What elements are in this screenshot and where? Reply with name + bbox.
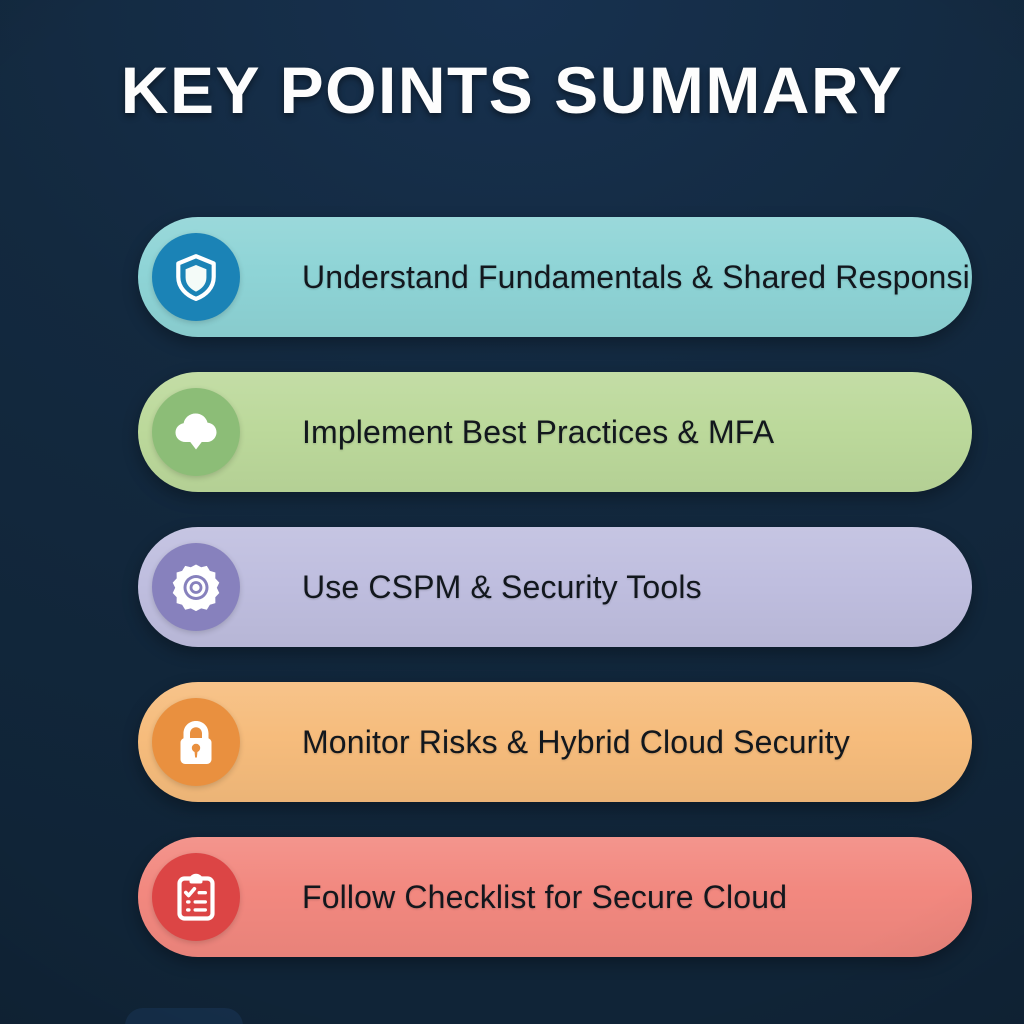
- list-item-label: Use CSPM & Security Tools: [302, 568, 702, 605]
- icon-badge: [152, 543, 240, 631]
- icon-badge: [152, 698, 240, 786]
- bottom-ghost-shape: [125, 1008, 243, 1024]
- page-title: KEY POINTS SUMMARY: [120, 53, 904, 127]
- icon-badge: [152, 853, 240, 941]
- list-item[interactable]: Monitor Risks & Hybrid Cloud Security: [138, 682, 972, 802]
- list-item-label: Follow Checklist for Secure Cloud: [302, 878, 788, 915]
- list-item[interactable]: Implement Best Practices & MFA: [138, 372, 972, 492]
- cloud-upload-icon: [175, 413, 217, 450]
- clipboard-checklist-icon: [177, 873, 215, 921]
- list-item-label: Implement Best Practices & MFA: [302, 413, 775, 450]
- key-points-list: Understand Fundamentals & Shared Respons…: [138, 217, 972, 957]
- icon-badge: [152, 388, 240, 476]
- list-item-label: Understand Fundamentals & Shared Respons…: [302, 258, 972, 295]
- shield-icon: [176, 254, 216, 301]
- list-item[interactable]: Understand Fundamentals & Shared Respons…: [138, 217, 972, 337]
- icon-badge: [152, 233, 240, 321]
- list-item[interactable]: Follow Checklist for Secure Cloud: [138, 837, 972, 957]
- list-item-label: Monitor Risks & Hybrid Cloud Security: [302, 723, 850, 760]
- list-item[interactable]: Use CSPM & Security Tools: [138, 527, 972, 647]
- lock-icon: [180, 721, 212, 764]
- gear-icon: [172, 564, 220, 612]
